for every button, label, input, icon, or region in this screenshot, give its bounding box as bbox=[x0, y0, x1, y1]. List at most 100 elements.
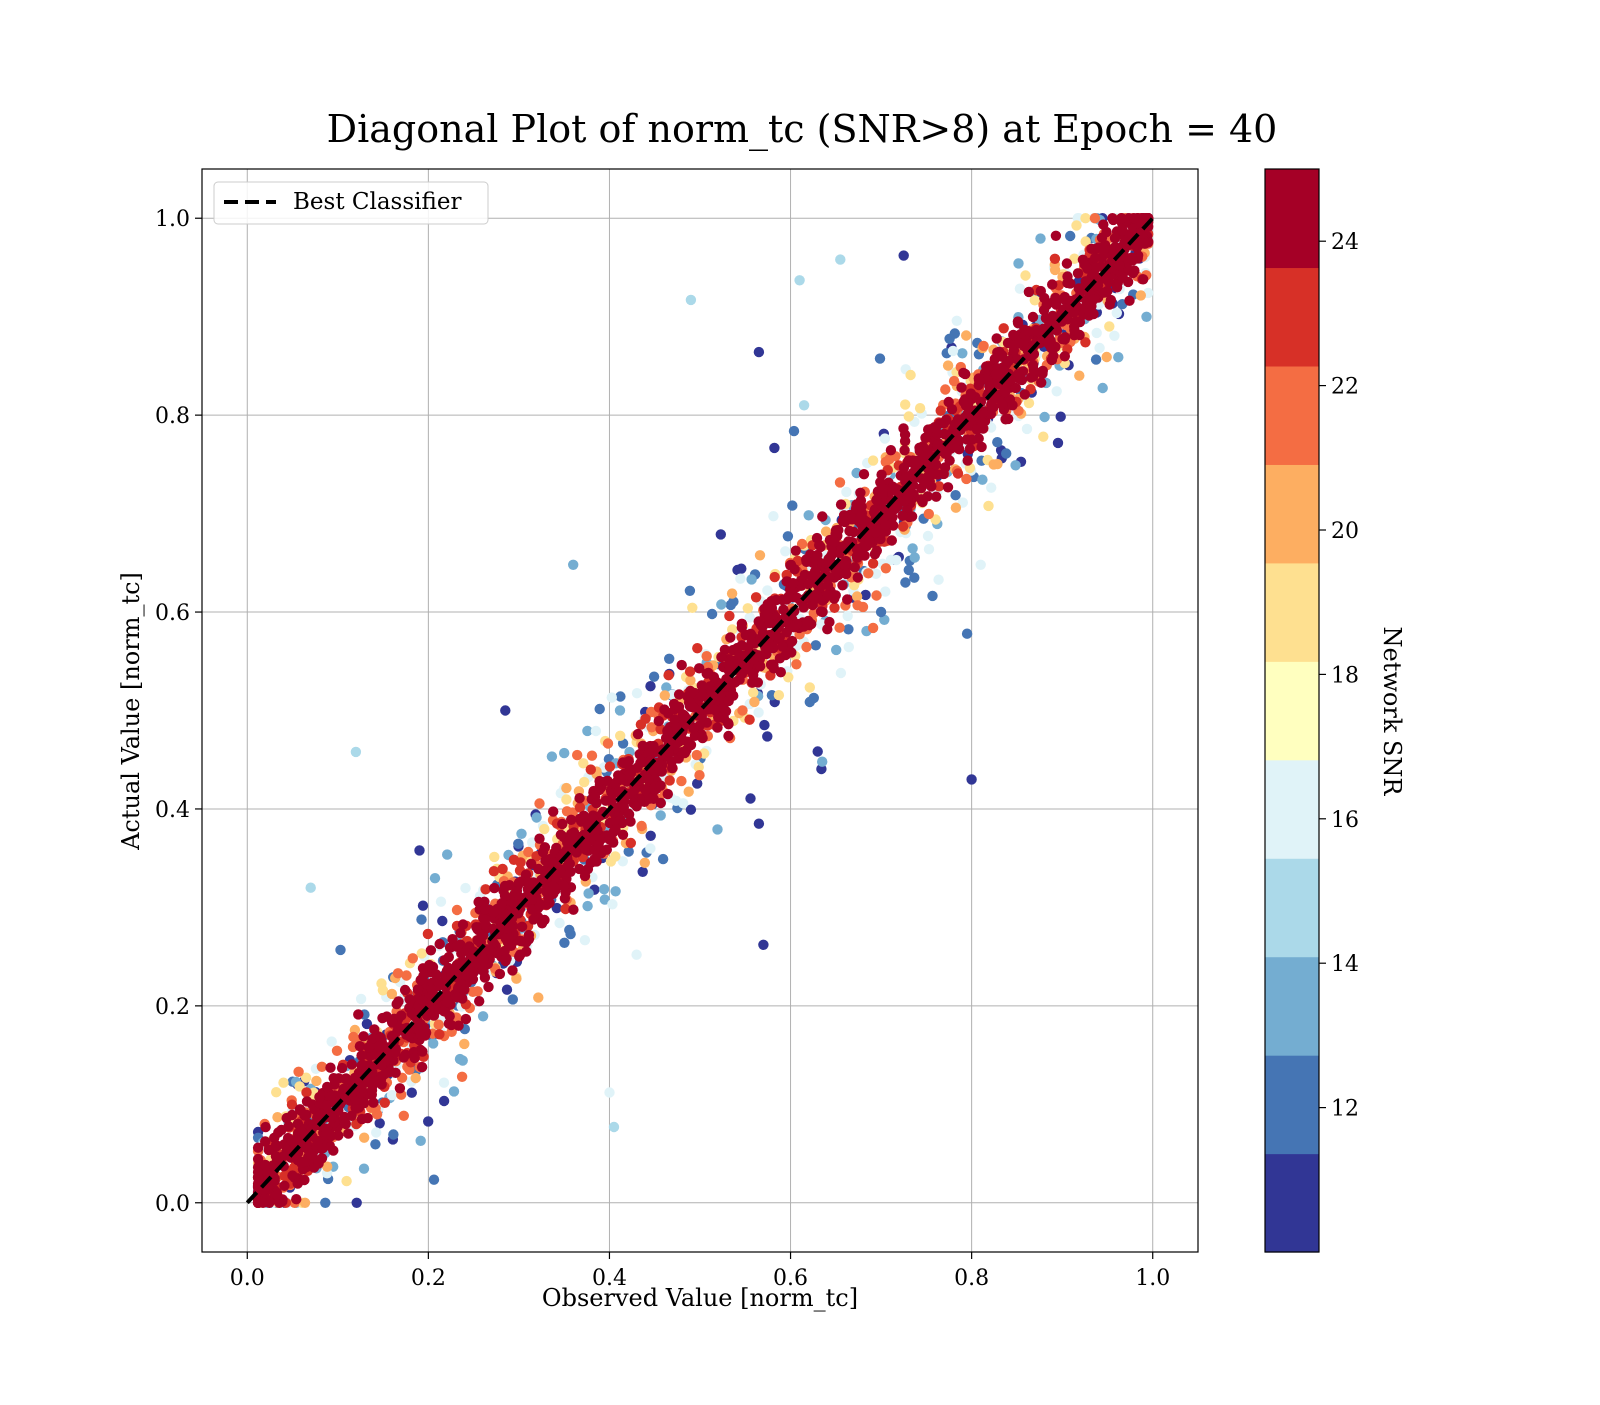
scatter-point bbox=[574, 802, 586, 813]
scatter-point bbox=[724, 660, 736, 672]
scatter-point bbox=[770, 630, 781, 641]
scatter-point bbox=[607, 899, 618, 910]
scatter-point bbox=[1069, 253, 1080, 264]
scatter-point bbox=[1013, 258, 1024, 269]
axis-ticks: 0.0 0.2 0.4 0.6 0.8 1.0 0.0 0.2 0.4 0.6 0.8 1.0 bbox=[155, 207, 1170, 1291]
scatter-point bbox=[561, 806, 573, 817]
scatter-point bbox=[610, 824, 621, 835]
scatter-point-outlier bbox=[685, 294, 697, 306]
scatter-point bbox=[897, 510, 908, 521]
scatter-point bbox=[361, 1018, 373, 1030]
scatter-point bbox=[667, 762, 678, 774]
scatter-point bbox=[279, 1180, 290, 1192]
scatter-point bbox=[935, 405, 946, 416]
scatter-point bbox=[871, 545, 882, 556]
scatter-point bbox=[983, 500, 994, 512]
scatter-point bbox=[401, 970, 412, 981]
scatter-point bbox=[960, 368, 971, 380]
scatter-point bbox=[579, 870, 591, 882]
x-axis-label: Observed Value [norm_tc] bbox=[542, 1284, 858, 1312]
best-classifier-line bbox=[245, 216, 1155, 1205]
scatter-points bbox=[252, 213, 1154, 1209]
scatter-point-outlier bbox=[753, 346, 765, 358]
scatter-point bbox=[750, 592, 762, 603]
scatter-point bbox=[442, 996, 453, 1008]
scatter-point bbox=[1117, 225, 1128, 236]
scatter-point bbox=[511, 973, 522, 984]
scatter-point bbox=[996, 398, 1008, 410]
scatter-point bbox=[787, 500, 798, 511]
scatter-point bbox=[1111, 282, 1123, 293]
scatter-point bbox=[922, 491, 933, 502]
scatter-point bbox=[1021, 423, 1033, 435]
scatter-point bbox=[973, 373, 984, 384]
colorbar-segment bbox=[1265, 1055, 1319, 1155]
scatter-point bbox=[933, 574, 944, 585]
scatter-point bbox=[496, 898, 507, 909]
scatter-point bbox=[386, 1030, 398, 1042]
scatter-point bbox=[479, 904, 491, 915]
scatter-point bbox=[931, 491, 942, 502]
scatter-point bbox=[939, 462, 951, 473]
scatter-point bbox=[459, 1038, 470, 1050]
scatter-point bbox=[790, 545, 801, 556]
scatter-point bbox=[842, 594, 853, 605]
scatter-point bbox=[1111, 307, 1123, 319]
colorbar-segment bbox=[1265, 365, 1319, 465]
scatter-point bbox=[701, 651, 712, 662]
scatter-point bbox=[762, 599, 773, 610]
scatter-point bbox=[1088, 294, 1099, 305]
scatter-point bbox=[312, 1135, 323, 1147]
scatter-point bbox=[252, 1172, 264, 1183]
scatter-point bbox=[356, 1082, 367, 1094]
scatter-point bbox=[252, 1142, 264, 1153]
scatter-point bbox=[855, 487, 866, 498]
scatter-point bbox=[359, 1132, 370, 1143]
colorbar-segment bbox=[1265, 759, 1319, 859]
scatter-point bbox=[947, 345, 959, 357]
scatter-point bbox=[452, 992, 463, 1003]
scatter-point bbox=[365, 1050, 376, 1062]
scatter-point bbox=[480, 884, 491, 895]
scatter-point-outlier bbox=[631, 949, 642, 960]
scatter-point bbox=[673, 689, 685, 700]
colorbar-tick-label: 18 bbox=[1331, 663, 1359, 688]
scatter-point bbox=[957, 348, 968, 359]
scatter-point bbox=[951, 315, 962, 326]
scatter-point bbox=[555, 829, 567, 840]
scatter-point bbox=[768, 511, 779, 522]
scatter-point bbox=[774, 653, 786, 664]
scatter-point bbox=[653, 715, 664, 727]
scatter-point bbox=[685, 804, 697, 815]
scatter-point bbox=[924, 458, 936, 469]
scatter-point bbox=[744, 714, 755, 725]
scatter-point bbox=[903, 564, 914, 576]
scatter-point bbox=[459, 984, 470, 995]
scatter-point bbox=[1089, 252, 1101, 264]
scatter-point bbox=[822, 589, 833, 601]
scatter-point bbox=[765, 659, 777, 670]
scatter-point bbox=[777, 641, 788, 652]
scatter-point bbox=[368, 1097, 379, 1108]
scatter-point bbox=[515, 857, 526, 868]
scatter-point bbox=[992, 458, 1003, 470]
scatter-point bbox=[844, 525, 855, 537]
y-tick-label: 0.0 bbox=[155, 1192, 190, 1217]
scatter-point-outlier bbox=[604, 1087, 615, 1098]
scatter-point bbox=[291, 1194, 302, 1205]
scatter-point bbox=[478, 954, 489, 966]
scatter-point bbox=[858, 469, 870, 480]
scatter-point bbox=[871, 494, 882, 506]
scatter-point bbox=[831, 566, 842, 578]
scatter-point bbox=[786, 636, 797, 647]
scatter-point bbox=[829, 536, 840, 548]
scatter-point bbox=[843, 641, 854, 653]
scatter-point bbox=[663, 670, 674, 681]
scatter-point bbox=[305, 1148, 317, 1160]
scatter-point bbox=[536, 874, 547, 886]
scatter-point bbox=[839, 559, 850, 570]
scatter-point bbox=[377, 985, 389, 996]
scatter-point bbox=[871, 590, 882, 601]
scatter-point bbox=[394, 1083, 406, 1094]
scatter-point bbox=[488, 866, 500, 877]
